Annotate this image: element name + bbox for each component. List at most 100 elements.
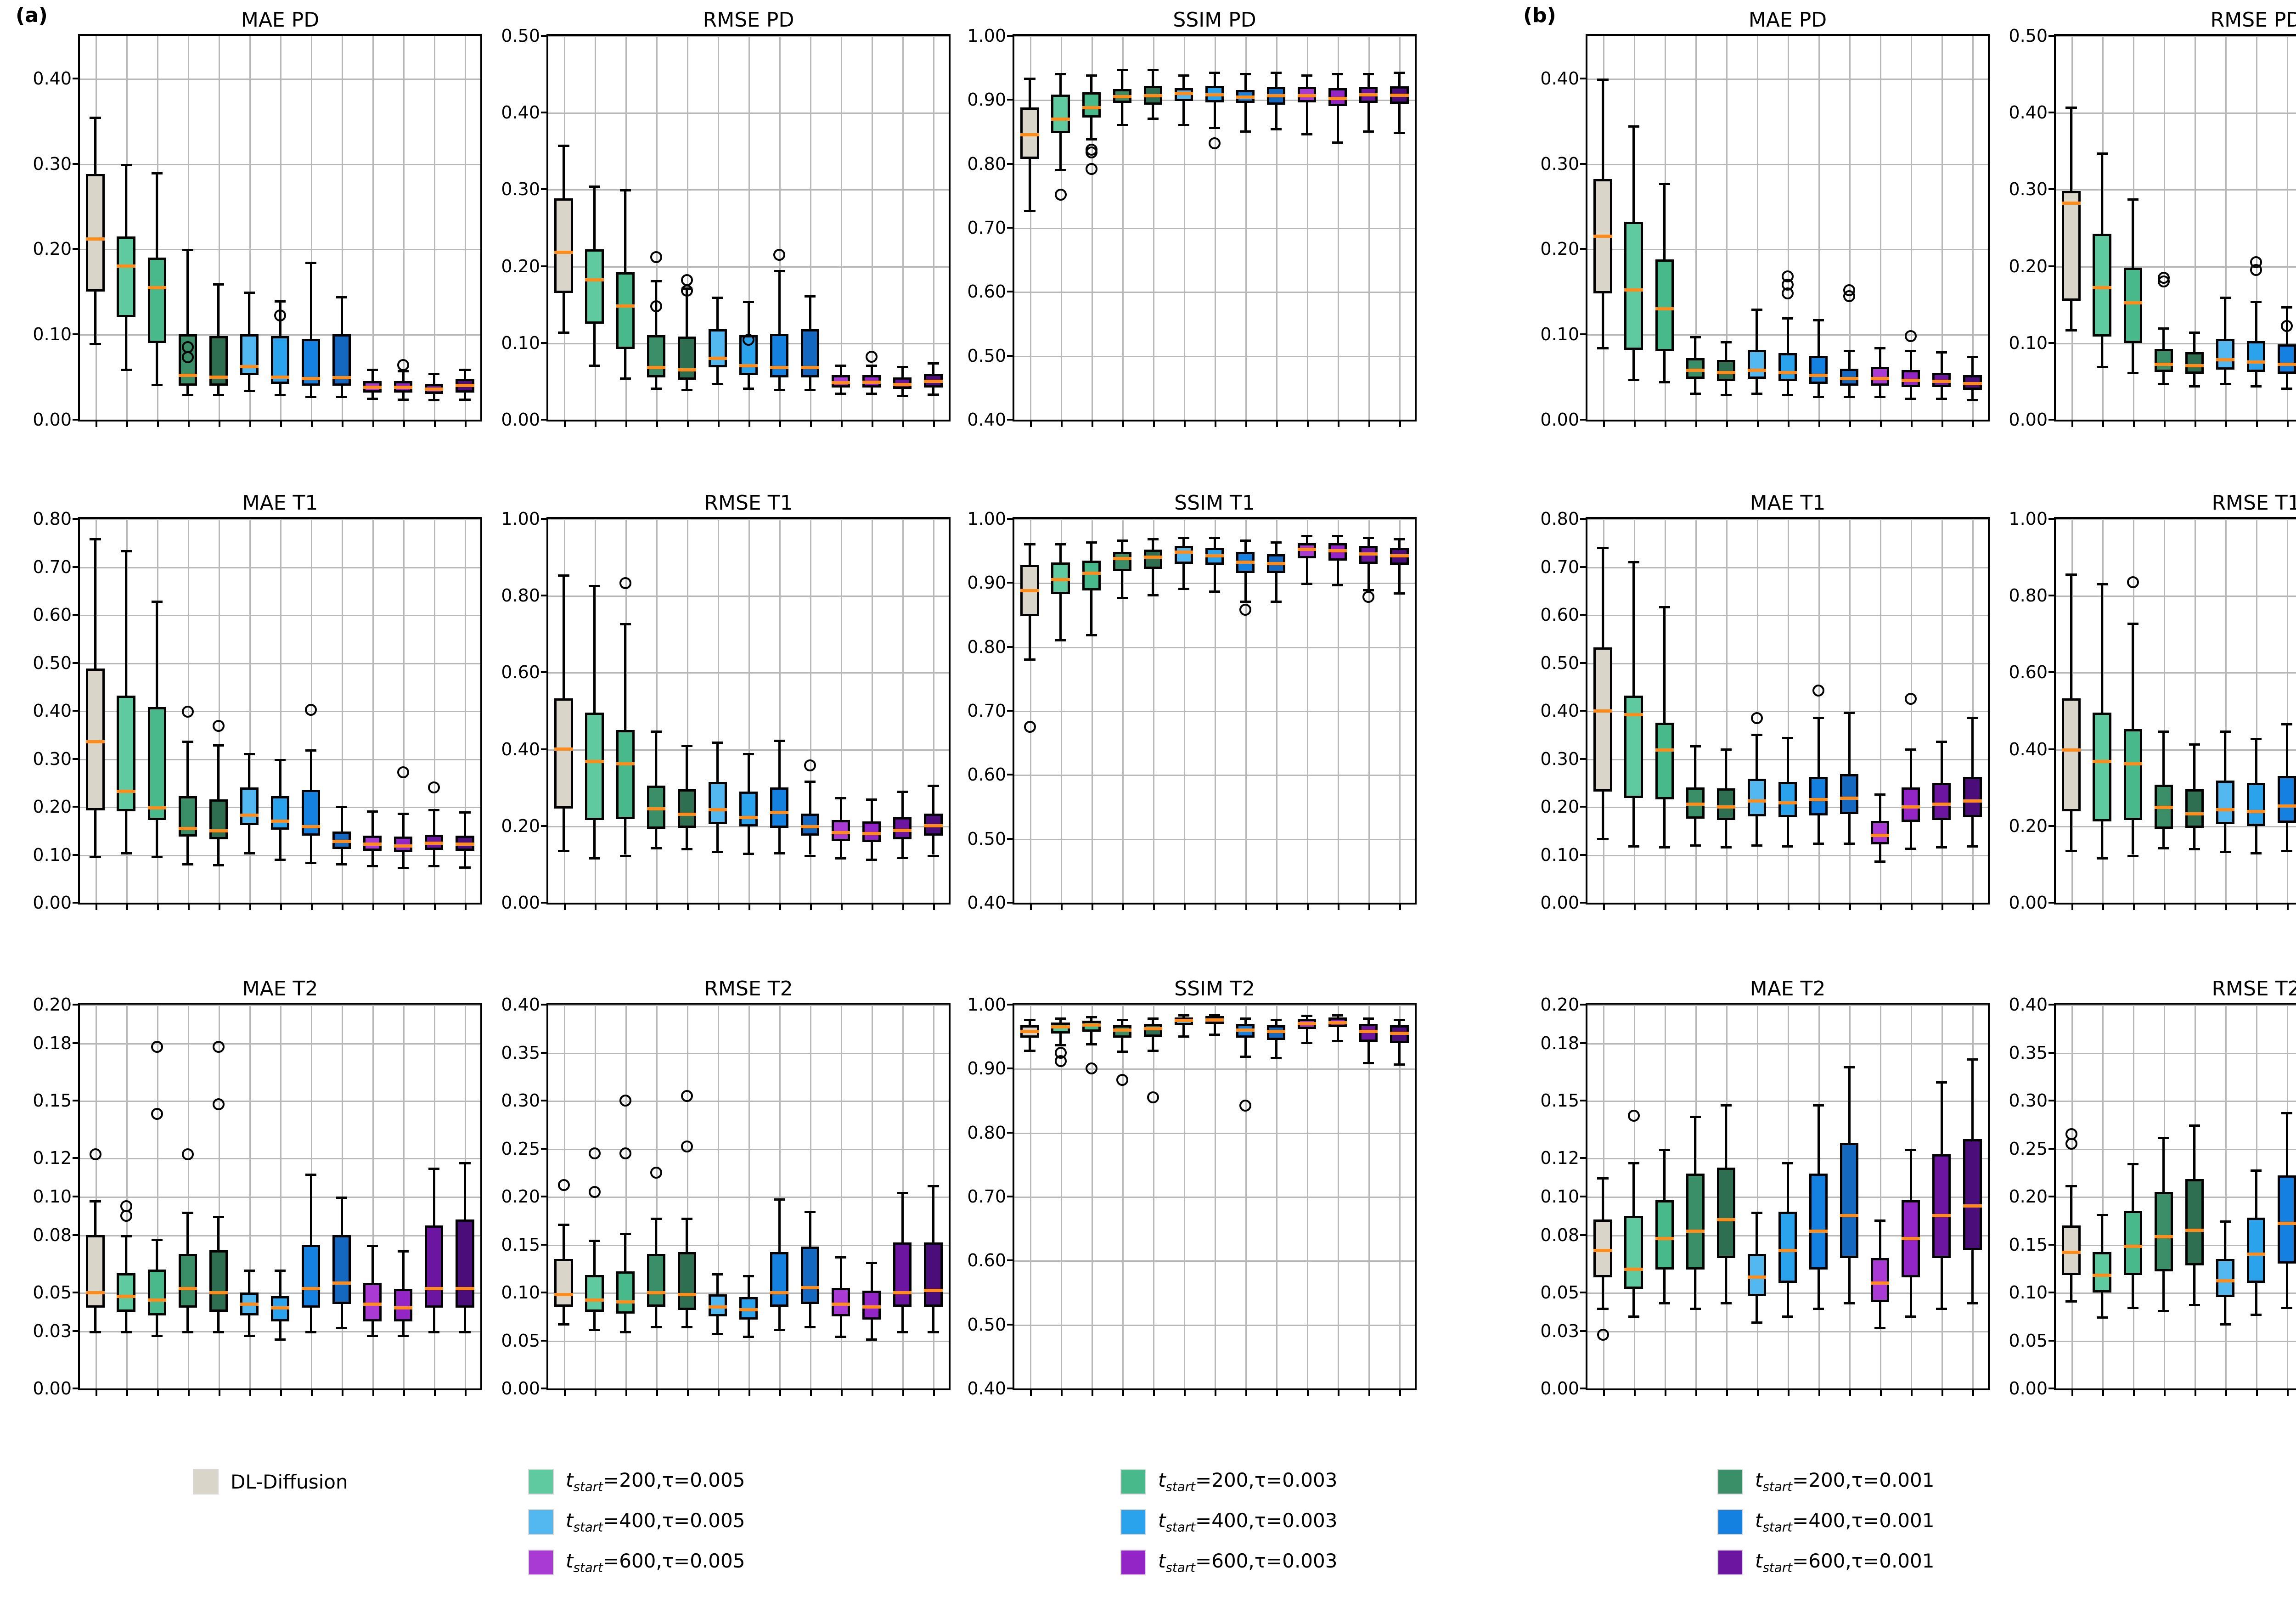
whisker-cap [1659, 1302, 1670, 1304]
x-tick-mark [1091, 903, 1093, 910]
median-line [2093, 1273, 2111, 1277]
gridline-vertical [779, 519, 781, 903]
legend-item[interactable]: tstart=200,τ=0.001 [1717, 1465, 1934, 1499]
boxplot-box [770, 787, 789, 828]
gridline-vertical [1060, 1005, 1062, 1388]
legend-item[interactable]: tstart=400,τ=0.001 [1717, 1505, 1934, 1539]
median-line [893, 1291, 912, 1294]
gridline-vertical [1756, 1005, 1758, 1388]
whisker-cap [90, 855, 101, 858]
legend-item[interactable]: tstart=400,τ=0.005 [528, 1505, 745, 1539]
whisker-cap [1689, 336, 1701, 338]
boxplot-box [2246, 783, 2266, 826]
legend-color-swatch [1120, 1550, 1146, 1575]
boxplot-box [832, 1287, 850, 1317]
y-tick-label: 0.50 [967, 1314, 1006, 1335]
median-line [1020, 1030, 1039, 1034]
whisker-cap [712, 382, 723, 385]
gridline-vertical [902, 36, 904, 420]
boxplot-box [456, 1219, 474, 1308]
whisker-cap [1147, 594, 1159, 597]
whisker-cap [274, 759, 286, 761]
x-tick-mark [465, 1388, 467, 1396]
x-tick-mark [810, 420, 812, 427]
y-tick-label: 0.00 [33, 410, 72, 430]
whisker-cap [1689, 745, 1701, 748]
whisker-cap [2158, 1309, 2169, 1312]
x-tick-mark [1338, 420, 1340, 427]
gridline-vertical [1091, 519, 1093, 903]
x-tick-mark [1849, 420, 1851, 427]
y-tick-mark [73, 333, 80, 336]
y-tick-label: 0.90 [967, 1058, 1006, 1079]
x-tick-mark [1091, 420, 1093, 427]
whisker-cap [1813, 319, 1824, 321]
median-line [616, 1300, 635, 1304]
axes-area: 0.00 0.10 0.20 0.30 0.40 0.50 0.60 0.70 0.80 [1540, 509, 1990, 913]
x-tick-mark [1060, 903, 1063, 910]
x-tick-mark [1276, 903, 1278, 910]
whisker-cap [2250, 385, 2262, 388]
y-tick-label: 0.80 [501, 585, 540, 606]
y-tick-label: 0.40 [967, 893, 1006, 913]
y-tick-mark [1580, 1292, 1587, 1293]
whisker-cap [367, 397, 378, 400]
whisker-cap [1178, 537, 1189, 539]
y-tick-label: 0.20 [2009, 256, 2048, 276]
x-tick-mark [1788, 1388, 1790, 1396]
median-line [1840, 1214, 1859, 1218]
boxplot-box [301, 790, 321, 836]
legend-item[interactable]: tstart=600,τ=0.005 [528, 1545, 745, 1579]
y-tick-label: 0.60 [501, 662, 540, 683]
y-tick-label: 0.00 [501, 1378, 540, 1399]
legend-item[interactable]: tstart=600,τ=0.003 [1120, 1545, 1337, 1579]
outlier-marker [1597, 1328, 1609, 1341]
whisker-line [1306, 74, 1308, 133]
gridline-vertical [1911, 36, 1913, 420]
boxplot-box [801, 814, 820, 836]
outlier-marker [650, 300, 662, 312]
legend-item[interactable]: tstart=400,τ=0.003 [1120, 1505, 1337, 1539]
median-line [1747, 799, 1767, 803]
legend-item[interactable]: tstart=600,τ=0.001 [1717, 1545, 1934, 1579]
y-tick-label: 0.00 [501, 410, 540, 430]
median-line [924, 824, 943, 828]
outlier-marker [89, 1148, 101, 1161]
median-line [1686, 803, 1705, 806]
boxplot-box [1809, 355, 1828, 384]
x-tick-mark [249, 420, 251, 427]
y-tick-label: 1.00 [2009, 509, 2048, 529]
boxplot-box [739, 791, 758, 827]
whisker-cap [182, 740, 193, 743]
legend-item[interactable]: tstart=200,τ=0.003 [1120, 1465, 1337, 1499]
boxplot-box [1778, 353, 1797, 382]
boxplot-box [1624, 1215, 1643, 1289]
boxplot-box [2216, 781, 2235, 824]
x-tick-mark [1399, 1388, 1401, 1396]
x-tick-mark [2102, 420, 2104, 427]
median-line [2246, 1252, 2266, 1256]
gridline-vertical [2194, 36, 2196, 420]
gridline-vertical [656, 36, 658, 420]
whisker-cap [712, 741, 723, 744]
y-tick-label: 0.10 [2009, 332, 2048, 353]
legend-item[interactable]: DL-Diffusion [193, 1465, 348, 1499]
median-line [425, 841, 444, 845]
boxplot-box [1624, 221, 1643, 350]
x-tick-mark [841, 1388, 843, 1396]
median-line [616, 762, 635, 765]
median-line [1624, 713, 1643, 716]
y-tick-mark [2048, 1196, 2056, 1197]
whisker-cap [151, 855, 163, 858]
legend-item[interactable]: tstart=200,τ=0.005 [528, 1465, 745, 1499]
boxplot-box [1871, 366, 1890, 386]
boxplot-box [1902, 787, 1920, 822]
outlier-marker [650, 1166, 662, 1179]
outlier-marker [1054, 1055, 1067, 1067]
whisker-cap [805, 295, 816, 298]
x-tick-mark [779, 420, 782, 427]
x-tick-mark [187, 903, 190, 910]
median-line [862, 380, 881, 384]
whisker-cap [835, 364, 847, 367]
whisker-cap [1597, 347, 1609, 350]
